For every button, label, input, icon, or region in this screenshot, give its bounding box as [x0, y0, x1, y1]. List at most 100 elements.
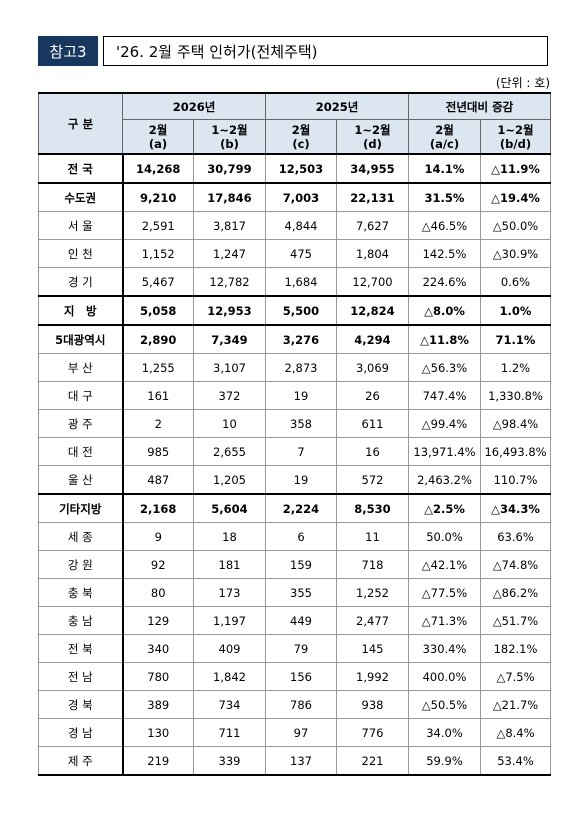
cell: 71.1%: [479, 324, 552, 354]
sub-header: 2월 (a): [122, 119, 194, 155]
cell: 475: [265, 239, 337, 268]
cell: 5,058: [122, 295, 194, 326]
cell: 1,684: [265, 267, 337, 297]
cell: 7,349: [193, 324, 266, 354]
cell: 389: [122, 690, 194, 719]
cell: △99.4%: [408, 409, 481, 438]
cell: 1,205: [193, 465, 266, 495]
cell: △7.5%: [479, 662, 552, 691]
cell: 1,152: [122, 239, 194, 268]
table-row: 전 국 14,268 30,799 12,503 34,955 14.1% △11.9%: [38, 153, 552, 184]
cell: 409: [193, 634, 266, 663]
cell: 221: [336, 746, 409, 776]
row-label: 기타지방: [38, 493, 124, 523]
table-row: 대 구 161 372 19 26 747.4% 1,330.8%: [38, 381, 552, 410]
cell: 5,467: [122, 267, 194, 297]
cell: 3,107: [193, 353, 266, 382]
cell: 26: [336, 381, 409, 410]
row-label: 대 구: [38, 381, 124, 410]
table-row: 기타지방 2,168 5,604 2,224 8,530 △2.5% △34.3%: [38, 493, 552, 523]
cell: 6: [265, 522, 337, 551]
table-row: 울 산 487 1,205 19 572 2,463.2% 110.7%: [38, 465, 552, 495]
sub-header-line: (a/c): [429, 136, 460, 151]
cell: 3,276: [265, 324, 337, 354]
sub-header-line: 2월: [291, 122, 311, 137]
cell: △34.3%: [479, 493, 552, 523]
table-header: 구 분 2026년 2025년 전년대비 증감 2월 (a) 1~2월 (b) 2월 (c) 1~2…: [38, 92, 552, 155]
header-row: 2월 (a) 1~2월 (b) 2월 (c) 1~2월 (d) 2월 (a/c) 1~2월 (b/d): [39, 119, 552, 155]
row-label: 전 북: [38, 634, 124, 663]
cell: 19: [265, 465, 337, 495]
cell: 7,627: [336, 211, 409, 240]
table-row: 지 방 5,058 12,953 5,500 12,824 △8.0% 1.0%: [38, 295, 552, 326]
cell: 2,168: [122, 493, 194, 523]
cell: 50.0%: [408, 522, 481, 551]
table-row: 인 천 1,152 1,247 475 1,804 142.5% △30.9%: [38, 239, 552, 268]
sub-header: 2월 (c): [265, 119, 337, 155]
cell: 145: [336, 634, 409, 663]
cell: 181: [193, 550, 266, 579]
sub-header-line: 2월: [148, 122, 168, 137]
cell: 355: [265, 578, 337, 607]
tag: 참고3: [38, 36, 98, 66]
cell: 224.6%: [408, 267, 481, 297]
table-row: 경 북 389 734 786 938 △50.5% △21.7%: [38, 690, 552, 719]
cell: 1,330.8%: [479, 381, 552, 410]
cell: 173: [193, 578, 266, 607]
row-label: 충 남: [38, 606, 124, 635]
cell: 34.0%: [408, 718, 481, 747]
cell: 1,247: [193, 239, 266, 268]
cell: △71.3%: [408, 606, 481, 635]
cell: 718: [336, 550, 409, 579]
cell: 330.4%: [408, 634, 481, 663]
cell: 12,503: [265, 153, 337, 184]
cell: 11: [336, 522, 409, 551]
cell: △19.4%: [479, 182, 552, 212]
cell: △46.5%: [408, 211, 481, 240]
cell: 611: [336, 409, 409, 438]
cell: △21.7%: [479, 690, 552, 719]
cell: 9,210: [122, 182, 194, 212]
cell: △2.5%: [408, 493, 481, 523]
cell: 161: [122, 381, 194, 410]
cell: 9: [122, 522, 194, 551]
cell: 3,817: [193, 211, 266, 240]
cell: 938: [336, 690, 409, 719]
cell: 2,463.2%: [408, 465, 481, 495]
cell: 786: [265, 690, 337, 719]
cell: △30.9%: [479, 239, 552, 268]
cell: 1,252: [336, 578, 409, 607]
cell: 2,224: [265, 493, 337, 523]
cell: △8.4%: [479, 718, 552, 747]
cell: 400.0%: [408, 662, 481, 691]
cell: 12,782: [193, 267, 266, 297]
cell: 1.0%: [479, 295, 552, 326]
table-row: 충 남 129 1,197 449 2,477 △71.3% △51.7%: [38, 606, 552, 635]
cell: 14.1%: [408, 153, 481, 184]
cell: 182.1%: [479, 634, 552, 663]
cell: △98.4%: [479, 409, 552, 438]
cell: 63.6%: [479, 522, 552, 551]
row-label: 서 울: [38, 211, 124, 240]
sub-header-line: (d): [363, 136, 382, 151]
sub-header: 1~2월 (d): [336, 119, 409, 155]
cell: 12,824: [336, 295, 409, 326]
table-row: 강 원 92 181 159 718 △42.1% △74.8%: [38, 550, 552, 579]
header-row: 구 분 2026년 2025년 전년대비 증감: [38, 92, 552, 155]
sub-header-line: (b/d): [499, 136, 532, 151]
cell: 711: [193, 718, 266, 747]
sub-header: 1~2월 (b/d): [479, 119, 552, 155]
cell: 130: [122, 718, 194, 747]
cell: 2,655: [193, 437, 266, 466]
cell: 487: [122, 465, 194, 495]
cell: 1,197: [193, 606, 266, 635]
cell: △86.2%: [479, 578, 552, 607]
cell: 1,992: [336, 662, 409, 691]
cell: △50.0%: [479, 211, 552, 240]
row-label: 제 주: [38, 746, 124, 776]
table-row: 충 북 80 173 355 1,252 △77.5% △86.2%: [38, 578, 552, 607]
table-row: 광 주 2 10 358 611 △99.4% △98.4%: [38, 409, 552, 438]
cell: 2,890: [122, 324, 194, 354]
cell: 3,069: [336, 353, 409, 382]
